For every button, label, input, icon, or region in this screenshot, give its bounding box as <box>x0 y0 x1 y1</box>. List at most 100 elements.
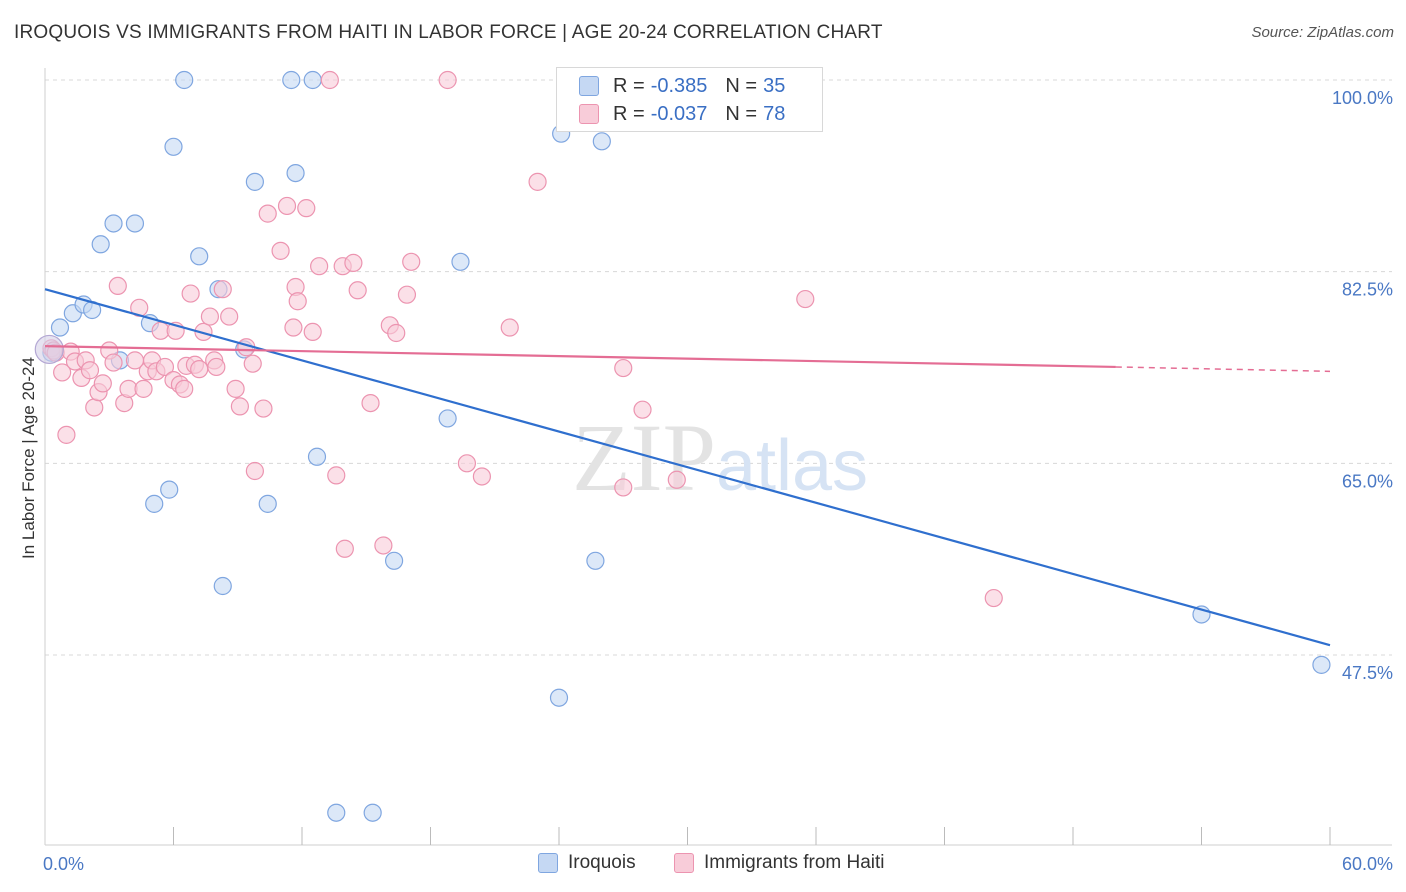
point-haiti <box>243 354 262 373</box>
trend-line-dashed-haiti <box>1115 366 1331 373</box>
point-haiti <box>207 357 226 377</box>
y-tick-label: 47.5% <box>1342 663 1393 683</box>
point-haiti <box>335 539 354 558</box>
point-haiti <box>633 400 652 419</box>
y-tick-label: 100.0% <box>1332 88 1393 108</box>
y-axis-label: In Labor Force | Age 20-24 <box>19 357 38 559</box>
point-haiti <box>200 307 220 326</box>
x-tick-label: 60.0% <box>1342 854 1393 874</box>
point-haiti <box>190 360 209 379</box>
point-haiti <box>155 357 175 377</box>
bottom-legend-haiti: Immigrants from Haiti <box>674 852 885 874</box>
point-haiti <box>327 466 346 485</box>
legend-row-iroquois: R = -0.385 N = 35 <box>579 71 791 101</box>
legend-swatch-haiti <box>579 104 599 124</box>
point-haiti <box>297 199 316 218</box>
point-haiti <box>500 318 519 337</box>
grid-lines <box>45 79 1392 656</box>
point-haiti <box>320 70 339 90</box>
point-haiti <box>226 379 245 398</box>
stats-legend: R = -0.385 N = 35 R = -0.037 N = 78 <box>556 67 823 132</box>
point-haiti <box>134 379 153 398</box>
point-iroquois <box>549 688 569 707</box>
bottom-legend-swatch-haiti <box>674 853 694 873</box>
source-label: Source: ZipAtlas.com <box>1251 24 1394 41</box>
axes <box>44 68 1392 846</box>
bottom-legend-label-iroquois: Iroquois <box>568 852 636 873</box>
point-iroquois <box>50 318 70 337</box>
point-haiti <box>57 425 76 444</box>
trend-lines <box>44 288 1331 647</box>
legend-n-label: N = <box>725 74 758 97</box>
watermark-atlas: atlas <box>716 426 868 506</box>
point-iroquois <box>384 551 404 570</box>
point-haiti <box>374 536 393 555</box>
point-iroquois <box>91 235 110 254</box>
point-iroquois <box>307 447 327 466</box>
point-iroquois <box>125 214 145 233</box>
point-haiti <box>53 363 72 382</box>
point-haiti <box>254 399 273 418</box>
point-haiti <box>85 398 104 417</box>
point-iroquois <box>104 214 123 233</box>
bottom-legend-swatch-iroquois <box>538 853 558 873</box>
point-haiti <box>438 70 457 90</box>
bottom-legend-iroquois: Iroquois <box>538 852 636 874</box>
point-haiti <box>271 241 290 260</box>
legend-swatch-iroquois <box>579 76 599 96</box>
point-iroquois <box>190 247 209 266</box>
point-haiti <box>104 353 123 372</box>
point-haiti <box>344 253 363 273</box>
legend-r-value: -0.385 <box>650 74 708 97</box>
point-iroquois <box>213 576 232 596</box>
point-iroquois <box>438 409 457 428</box>
point-iroquois <box>245 172 264 191</box>
legend-n-value: 78 <box>763 102 786 125</box>
point-iroquois <box>286 163 305 183</box>
trend-line-iroquois <box>44 288 1331 647</box>
legend-row-haiti: R = -0.037 N = 78 <box>579 99 791 129</box>
watermark-zip: ZIP <box>572 404 716 511</box>
point-haiti <box>984 588 1003 608</box>
point-haiti <box>194 322 213 342</box>
point-iroquois <box>282 70 301 90</box>
point-iroquois <box>451 252 470 271</box>
point-haiti <box>348 281 367 300</box>
y-tick-label: 82.5% <box>1342 280 1393 300</box>
point-iroquois <box>327 803 346 822</box>
point-iroquois <box>303 70 322 90</box>
point-haiti <box>245 461 264 481</box>
point-iroquois <box>160 480 179 499</box>
x-tick-label: 0.0% <box>43 854 84 874</box>
legend-r-label: R = <box>613 102 645 125</box>
trend-line-haiti <box>44 345 1116 369</box>
point-haiti <box>284 318 303 337</box>
point-haiti <box>80 361 100 380</box>
point-haiti <box>361 393 380 413</box>
point-haiti <box>288 292 307 311</box>
y-tick-label: 65.0% <box>1342 471 1393 491</box>
point-haiti <box>230 397 249 416</box>
point-iroquois <box>586 551 605 570</box>
point-haiti <box>614 358 633 378</box>
point-iroquois <box>175 70 194 90</box>
point-haiti <box>528 172 547 191</box>
point-iroquois <box>363 803 382 822</box>
point-haiti <box>614 478 633 497</box>
point-cluster <box>34 334 64 365</box>
bottom-legend-label-haiti: Immigrants from Haiti <box>704 852 885 873</box>
point-haiti <box>181 284 200 303</box>
watermark: ZIPatlas <box>572 404 868 511</box>
point-haiti <box>93 374 112 393</box>
point-haiti <box>472 467 491 486</box>
legend-n-label: N = <box>725 102 758 125</box>
point-haiti <box>402 252 421 271</box>
axis-labels: 47.5% 65.0% 82.5% 100.0% 0.0% 60.0% In Labor F… <box>19 88 1393 874</box>
point-haiti <box>796 289 815 309</box>
legend-n-value: 35 <box>763 74 786 97</box>
point-haiti <box>387 323 406 343</box>
point-haiti <box>667 470 686 489</box>
legend-r-label: R = <box>613 74 645 97</box>
point-iroquois <box>164 137 183 156</box>
